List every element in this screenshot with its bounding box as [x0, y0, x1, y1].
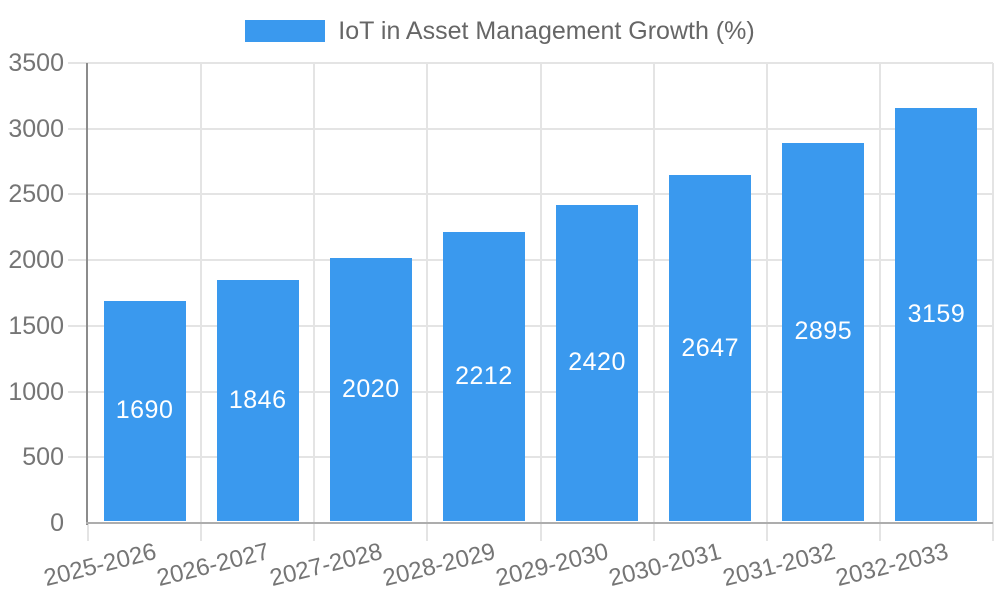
- x-gridline: [426, 63, 429, 523]
- bar-value-label: 2420: [568, 348, 626, 377]
- x-axis-tick-label: 2027-2028: [267, 538, 386, 592]
- x-axis-tick-label: 2031-2032: [719, 538, 838, 592]
- bar: 2647: [669, 175, 752, 521]
- x-axis-tick-label: 2025-2026: [40, 538, 159, 592]
- x-gridline: [652, 63, 655, 523]
- bar: 3159: [895, 107, 978, 521]
- bar: 2895: [782, 142, 865, 521]
- y-axis-line: [86, 63, 88, 525]
- x-axis-tick: [426, 523, 429, 541]
- y-axis-tick-label: 0: [50, 509, 64, 537]
- x-gridline: [878, 63, 881, 523]
- y-gridline: [68, 193, 993, 196]
- bar-value-label: 1846: [228, 386, 287, 415]
- x-axis-tick-label: 2028-2029: [380, 538, 499, 592]
- x-gridline: [765, 63, 768, 523]
- x-axis-tick-label: 2032-2033: [832, 538, 951, 592]
- y-axis-tick-label: 1000: [8, 377, 64, 406]
- bar-value-label: 2212: [455, 362, 513, 391]
- x-axis-tick-label: 2030-2031: [606, 538, 725, 592]
- x-axis-tick-label: 2029-2030: [493, 538, 612, 592]
- x-axis-tick: [200, 523, 203, 541]
- y-gridline: [68, 456, 993, 459]
- bar: 1690: [103, 300, 186, 521]
- y-gridline: [68, 127, 993, 130]
- legend-label: IoT in Asset Management Growth (%): [338, 17, 755, 45]
- x-axis-tick: [878, 523, 881, 541]
- x-gridline: [200, 63, 203, 523]
- bar-value-label: 1690: [115, 396, 174, 425]
- x-axis-tick: [539, 523, 542, 541]
- bar: 2212: [442, 232, 525, 521]
- y-axis-tick-label: 1500: [8, 311, 64, 340]
- bar: 2020: [329, 257, 412, 521]
- x-axis-tick: [992, 523, 994, 541]
- y-axis-tick-label: 500: [22, 443, 64, 472]
- y-gridline: [68, 390, 993, 393]
- bar: 2420: [556, 204, 639, 521]
- x-axis-tick: [765, 523, 768, 541]
- x-axis-tick: [313, 523, 316, 541]
- y-axis-tick-label: 3500: [8, 49, 64, 77]
- x-axis-tick-label: 2026-2027: [154, 538, 272, 592]
- legend[interactable]: IoT in Asset Management Growth (%): [0, 17, 1000, 45]
- y-gridline: [68, 259, 993, 262]
- y-gridline: [68, 62, 993, 64]
- x-gridline: [992, 63, 994, 523]
- x-axis-tick: [87, 523, 89, 541]
- legend-swatch: [245, 20, 326, 42]
- x-axis-tick: [652, 523, 655, 541]
- bar-value-label: 3159: [907, 299, 966, 328]
- bar-value-label: 2647: [681, 333, 739, 362]
- plot-area: 0 500 1000 1500 2000 2500 3000 3500 1690 2025-202…: [8, 49, 994, 592]
- bar: 1846: [216, 280, 299, 521]
- y-axis-tick-label: 2500: [8, 180, 64, 209]
- y-axis-tick-label: 3000: [8, 114, 64, 143]
- bar-value-label: 2895: [794, 317, 853, 346]
- x-axis-line: [86, 522, 993, 524]
- x-gridline: [539, 63, 542, 523]
- y-axis-tick-label: 2000: [8, 246, 64, 275]
- bar-value-label: 2020: [342, 374, 400, 403]
- y-gridline: [68, 324, 993, 327]
- x-gridline: [313, 63, 316, 523]
